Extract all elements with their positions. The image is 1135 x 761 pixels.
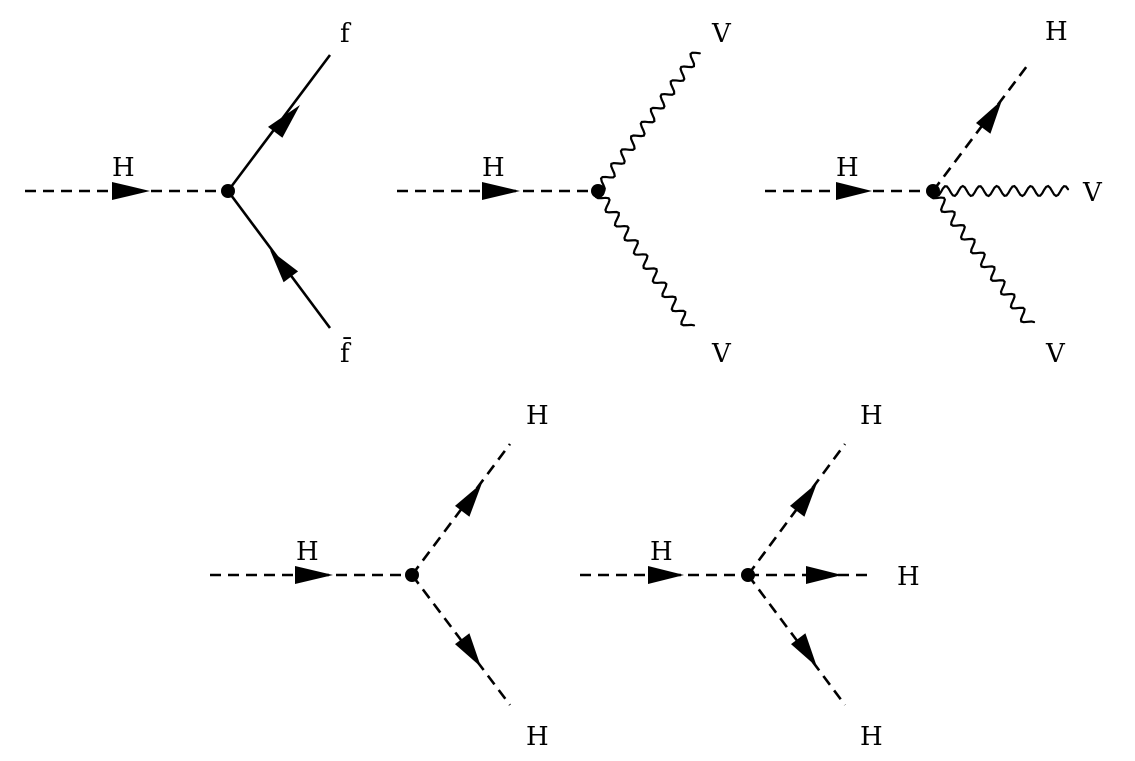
- higgs-top-arrow: [976, 100, 1002, 134]
- outgoing-vector-line-bottom: [594, 189, 696, 327]
- vector-bottom-label: V: [711, 339, 732, 369]
- higgs-bottom-arrow: [791, 633, 817, 667]
- incoming-arrow: [482, 182, 520, 200]
- vertex-dot: [405, 568, 419, 582]
- vertex-dot: [221, 184, 235, 198]
- higgs-middle-arrow: [806, 566, 842, 584]
- diagram-higgs-to-fermion-pair: H f f̄: [25, 19, 352, 369]
- vector-bottom-label: V: [1045, 339, 1066, 369]
- fermion-label: f: [340, 19, 352, 49]
- incoming-label: H: [296, 537, 319, 567]
- incoming-label: H: [836, 153, 859, 183]
- higgs-bottom-label: H: [860, 722, 883, 752]
- diagram-higgs-trilinear: H H H: [210, 401, 549, 752]
- higgs-top-label: H: [860, 401, 883, 431]
- incoming-arrow: [295, 566, 333, 584]
- antifermion-arrow: [270, 250, 299, 283]
- higgs-bottom-label: H: [526, 722, 549, 752]
- incoming-label: H: [650, 537, 673, 567]
- vector-top-label: V: [711, 19, 732, 49]
- higgs-bottom-arrow: [455, 633, 481, 667]
- vertex-dot: [741, 568, 755, 582]
- higgs-top-arrow: [455, 483, 482, 517]
- incoming-arrow: [112, 182, 150, 200]
- incoming-arrow: [836, 182, 872, 200]
- vertex-dot: [591, 184, 605, 198]
- higgs-middle-label: H: [897, 562, 920, 592]
- diagram-higgs-quartic: H H H H: [580, 401, 920, 752]
- outgoing-vector-line-top: [596, 51, 701, 193]
- diagram-higgs-to-vector-pair: H V V: [397, 19, 732, 369]
- higgs-top-label: H: [1045, 17, 1068, 47]
- incoming-arrow: [648, 566, 684, 584]
- incoming-label: H: [482, 153, 505, 183]
- outgoing-vector-line-bottom: [930, 189, 1036, 324]
- incoming-label: H: [112, 153, 135, 183]
- vertex-dot: [926, 184, 940, 198]
- vector-middle-label: V: [1082, 178, 1103, 208]
- diagram-higgs-to-higgs-vector-vector: H H V V: [765, 17, 1103, 369]
- higgs-top-arrow: [790, 483, 817, 517]
- fermion-arrow: [268, 105, 300, 138]
- higgs-top-label: H: [526, 401, 549, 431]
- antifermion-label: f̄: [340, 336, 352, 369]
- outgoing-vector-line-middle: [931, 184, 1070, 198]
